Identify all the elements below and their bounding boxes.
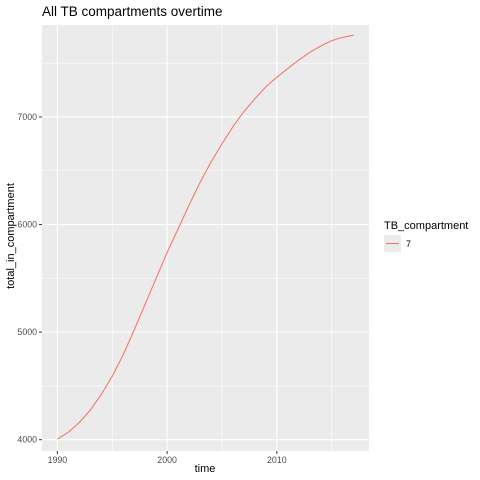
chart-title: All TB compartments overtime — [42, 4, 223, 19]
x-tick-label: 2000 — [157, 455, 177, 465]
x-tick-label: 2010 — [267, 455, 287, 465]
y-tick-label: 5000 — [17, 327, 37, 337]
x-axis: 1990 2000 2010 — [48, 451, 287, 465]
minor-gridlines — [42, 25, 369, 451]
legend-label: 7 — [406, 239, 411, 249]
y-tick-label: 4000 — [17, 435, 37, 445]
series-line — [57, 34, 354, 440]
major-gridlines — [42, 25, 369, 451]
series-layer — [57, 34, 354, 440]
y-tick-label: 6000 — [17, 220, 37, 230]
legend: TB_compartment 7 — [384, 220, 468, 252]
legend-items: 7 — [384, 235, 411, 252]
y-axis-title: total_in_compartment — [5, 183, 17, 289]
y-tick-label: 7000 — [17, 112, 37, 122]
plot-panel — [42, 25, 369, 451]
x-tick-label: 1990 — [48, 455, 68, 465]
y-axis: 4000 5000 6000 7000 — [17, 112, 42, 445]
x-axis-title: time — [195, 463, 216, 475]
legend-title: TB_compartment — [384, 220, 468, 232]
